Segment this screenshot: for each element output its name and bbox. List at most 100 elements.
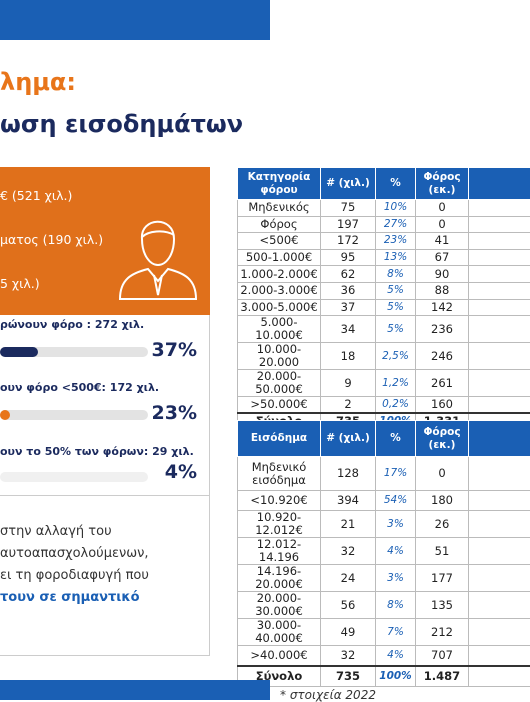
table-cell: Μηδενικό εισόδημα (238, 457, 321, 491)
table-cell: 735 (321, 666, 376, 686)
table-cell: 8% (376, 266, 416, 283)
summary-item: € (521 χιλ.) (0, 188, 72, 203)
stat-value: 4% (165, 461, 197, 483)
table-cell: Μηδενικός (238, 200, 321, 217)
table-cell: 135 (416, 592, 469, 619)
table-cell: <500€ (238, 233, 321, 250)
data-table: Κατηγορία φόρου# (χιλ.)%Φόρος (εκ.)Μηδεν… (237, 167, 530, 430)
table-cell: 1.000-2.000€ (238, 266, 321, 283)
table-cell: 18 (321, 343, 376, 370)
note-line: στην αλλαγή του (0, 524, 112, 539)
table-cell: 177 (416, 565, 469, 592)
table-cell: 51 (416, 538, 469, 565)
table-cell: 4% (376, 646, 416, 666)
table-cell: 88 (416, 282, 469, 299)
stats-panel: ρώνουν φόρο : 272 χιλ. 37% ουν φόρο <500… (0, 315, 210, 496)
summary-box: € (521 χιλ.) ματος (190 χιλ.) 5 χιλ.) (0, 167, 210, 315)
table-cell: 23% (376, 233, 416, 250)
table-cell: 75 (321, 200, 376, 217)
table-cell: 5% (376, 299, 416, 316)
summary-item: 5 χιλ.) (0, 276, 40, 291)
table-cell: 5.000-10.000€ (238, 316, 321, 343)
table-cell (469, 299, 530, 316)
header-row: Εισόδημα# (χιλ.)%Φόρος (εκ.) (238, 421, 530, 457)
table-cell: 180 (416, 491, 469, 511)
header-cell: Φόρος (εκ.) (416, 421, 469, 457)
table-cell: 0 (416, 200, 469, 217)
data-table: Εισόδημα# (χιλ.)%Φόρος (εκ.)Μηδενικό εισ… (237, 420, 530, 687)
table-cell: 26 (416, 511, 469, 538)
table-cell: 7% (376, 619, 416, 646)
table-cell (469, 565, 530, 592)
table-cell: 197 (321, 216, 376, 233)
table-cell: 9 (321, 370, 376, 397)
table-cell: 67 (416, 249, 469, 266)
table-cell: 261 (416, 370, 469, 397)
table-cell: 13% (376, 249, 416, 266)
table-cell: 160 (416, 397, 469, 414)
table-cell: 12.012-14.196 (238, 538, 321, 565)
table-cell: 500-1.000€ (238, 249, 321, 266)
progress-fill (0, 347, 38, 357)
table-cell: 5% (376, 282, 416, 299)
stat-label: ουν φόρο <500€: 172 χιλ. (0, 381, 159, 394)
table-cell: 27% (376, 216, 416, 233)
table-cell: 10% (376, 200, 416, 217)
table-cell (469, 646, 530, 666)
table-cell (469, 200, 530, 217)
table-cell: 32 (321, 646, 376, 666)
table-cell: 0 (416, 457, 469, 491)
table-cell: 8% (376, 592, 416, 619)
table-cell (469, 457, 530, 491)
table-cell: 41 (416, 233, 469, 250)
table-cell: 212 (416, 619, 469, 646)
table-cell: 54% (376, 491, 416, 511)
header-cell: # (χιλ.) (321, 421, 376, 457)
bottom-band (0, 680, 270, 700)
progress-track (0, 472, 148, 482)
table-cell (469, 266, 530, 283)
title-line: λημα: (0, 68, 76, 96)
header-cell (469, 168, 530, 200)
table-cell (469, 249, 530, 266)
table-cell: 3% (376, 511, 416, 538)
top-band (0, 0, 270, 40)
table-cell: 246 (416, 343, 469, 370)
table-cell: 4% (376, 538, 416, 565)
table-cell (469, 370, 530, 397)
table-cell (469, 511, 530, 538)
table-cell: 10.000-20.000 (238, 343, 321, 370)
table-cell: 3% (376, 565, 416, 592)
table-cell: 394 (321, 491, 376, 511)
table-cell: 30.000-40.000€ (238, 619, 321, 646)
table-cell: 20.000-50.000€ (238, 370, 321, 397)
table-cell (469, 316, 530, 343)
table-cell: 95 (321, 249, 376, 266)
tax-table: Κατηγορία φόρου# (χιλ.)%Φόρος (εκ.)Μηδεν… (237, 167, 530, 430)
header-cell: % (376, 168, 416, 200)
table-cell: 128 (321, 457, 376, 491)
stat-value: 23% (152, 402, 197, 424)
table-cell: 10.920-12.012€ (238, 511, 321, 538)
table-cell: 172 (321, 233, 376, 250)
header-cell: Κατηγορία φόρου (238, 168, 321, 200)
note-emphasis: τουν σε σημαντικό (0, 590, 140, 605)
table-cell: 62 (321, 266, 376, 283)
stat-label: ρώνουν φόρο : 272 χιλ. (0, 318, 144, 331)
table-cell: 21 (321, 511, 376, 538)
stat-value: 37% (152, 339, 197, 361)
table-cell (469, 538, 530, 565)
table-cell: 100% (376, 666, 416, 686)
table-cell: 1.487 (416, 666, 469, 686)
table-cell: 236 (416, 316, 469, 343)
